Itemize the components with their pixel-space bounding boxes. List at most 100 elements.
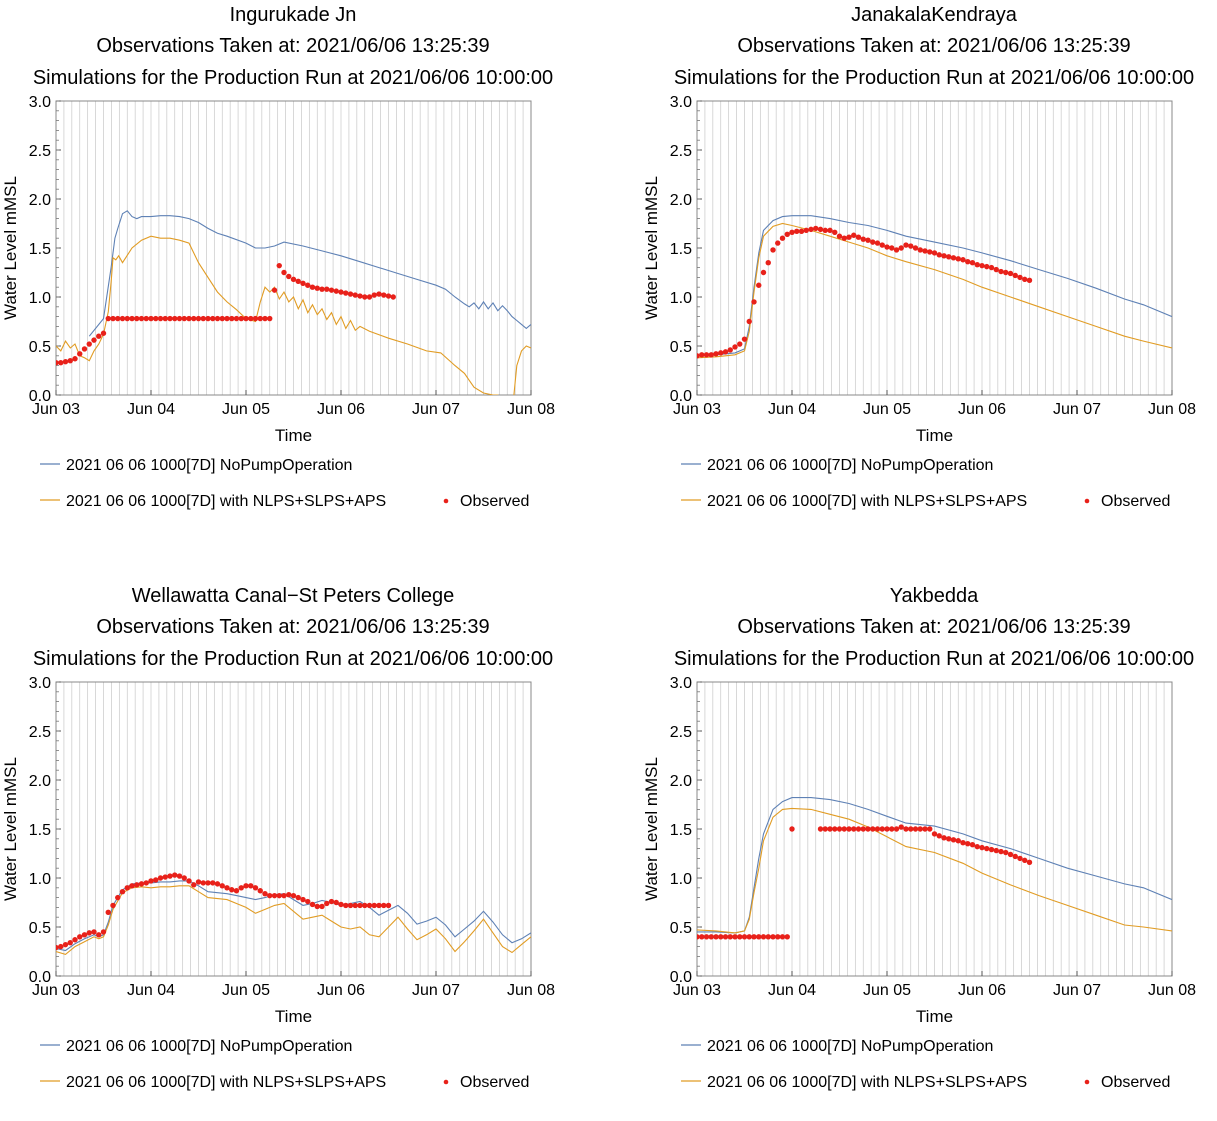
observed-point — [1007, 270, 1014, 277]
legend-swatch-observed — [1084, 1079, 1090, 1085]
chart-svg: Yakbedda Observations Taken at: 2021/06/0… — [642, 585, 1196, 1091]
observed-point — [984, 263, 990, 270]
observed-point — [708, 352, 714, 358]
observed-point — [338, 289, 344, 295]
observed-point — [381, 292, 387, 298]
observed-point — [865, 237, 871, 243]
legend-label: Observed — [460, 1074, 529, 1091]
observed-point — [912, 245, 919, 251]
observed-point — [229, 887, 235, 893]
observed-point — [381, 902, 387, 909]
x-tick-label: Jun 08 — [1148, 982, 1196, 999]
observed-point — [927, 826, 933, 832]
observed-point — [248, 883, 254, 889]
x-tick-label: Jun 07 — [412, 982, 460, 999]
observed-point — [984, 845, 990, 852]
observed-point — [205, 315, 211, 322]
legend-label: Observed — [460, 493, 529, 510]
legend-label: Observed — [1101, 493, 1170, 510]
x-tick-label: Jun 06 — [958, 401, 1006, 418]
observed-point — [889, 245, 895, 251]
observed-point — [67, 939, 73, 946]
observed-point — [86, 930, 92, 936]
observed-point — [697, 353, 700, 359]
observed-point — [808, 226, 814, 233]
x-tick-label: Jun 05 — [222, 401, 270, 418]
observed-point — [200, 315, 206, 322]
observed-point — [1026, 277, 1033, 284]
observed-point — [248, 315, 254, 322]
observed-point — [998, 268, 1004, 275]
observed-point — [58, 943, 64, 950]
observed-point — [1022, 276, 1028, 283]
legend-label: 2021 06 06 1000[7D] NoPumpOperation — [66, 1038, 352, 1055]
observed-point — [941, 253, 947, 259]
observed-point — [879, 826, 885, 832]
observed-point — [276, 892, 282, 899]
chart-panel-janakala: JanakalaKendraya Observations Taken at: 2… — [641, 0, 1217, 540]
y-tick-label: 0.0 — [670, 388, 692, 405]
observed-point — [314, 285, 320, 291]
observed-point — [775, 240, 781, 246]
observed-point — [908, 243, 914, 249]
observed-point — [874, 240, 881, 246]
observed-point — [851, 826, 857, 832]
observed-point — [243, 315, 249, 322]
y-tick-label: 2.5 — [29, 143, 51, 160]
observed-point — [969, 841, 976, 848]
legend-label: 2021 06 06 1000[7D] with NLPS+SLPS+APS — [66, 1074, 386, 1091]
x-tick-label: Jun 07 — [412, 401, 460, 418]
observed-point — [191, 882, 197, 888]
observed-point — [732, 344, 738, 350]
y-tick-label: 2.5 — [670, 724, 692, 741]
observed-point — [115, 315, 121, 322]
observed-point — [889, 826, 895, 832]
observed-point — [1012, 272, 1018, 279]
legend-label: 2021 06 06 1000[7D] with NLPS+SLPS+APS — [707, 1074, 1027, 1091]
observed-point — [794, 228, 800, 235]
observed-point — [124, 885, 130, 891]
chart-panel-wellawatta: Wellawatta Canal−St Peters College Observ… — [0, 581, 600, 1121]
y-tick-label: 3.0 — [670, 675, 692, 692]
observed-point — [746, 934, 752, 940]
series-group — [697, 797, 1172, 940]
observed-point — [305, 898, 311, 905]
observed-point — [224, 315, 230, 322]
observed-point — [366, 902, 373, 909]
legend-label: Observed — [1101, 1074, 1170, 1091]
observed-point — [96, 932, 102, 938]
observed-point — [91, 337, 97, 343]
observed-point — [176, 315, 183, 322]
observed-point — [708, 934, 714, 940]
observed-point — [347, 902, 354, 909]
observed-point — [1017, 855, 1023, 862]
observed-point — [105, 909, 111, 915]
observed-point — [846, 234, 852, 240]
observed-point — [357, 293, 363, 299]
observed-point — [119, 889, 126, 895]
observed-point — [153, 315, 159, 322]
legend-label: 2021 06 06 1000[7D] NoPumpOperation — [707, 1038, 993, 1055]
observed-point — [124, 315, 130, 322]
observed-point — [77, 351, 83, 357]
observed-point — [81, 346, 88, 352]
x-tick-label: Jun 03 — [32, 401, 80, 418]
y-axis-label: Water Level mMSL — [1, 176, 20, 320]
observed-point — [172, 872, 178, 878]
observed-point — [138, 881, 145, 887]
observed-point — [960, 840, 966, 846]
observed-point — [110, 902, 116, 909]
observed-point — [224, 885, 230, 891]
observed-point — [912, 826, 919, 832]
observed-point — [162, 874, 168, 880]
observed-point — [362, 294, 368, 300]
chart-title: Ingurukade Jn — [230, 4, 357, 26]
observed-point — [281, 892, 287, 899]
observed-point — [1012, 853, 1018, 860]
chart-title: Yakbedda — [890, 585, 979, 607]
observed-point — [1017, 274, 1023, 281]
y-axis-label: Water Level mMSL — [642, 757, 661, 901]
observed-point — [309, 901, 316, 908]
observed-point — [300, 280, 306, 286]
observed-point — [143, 315, 149, 322]
